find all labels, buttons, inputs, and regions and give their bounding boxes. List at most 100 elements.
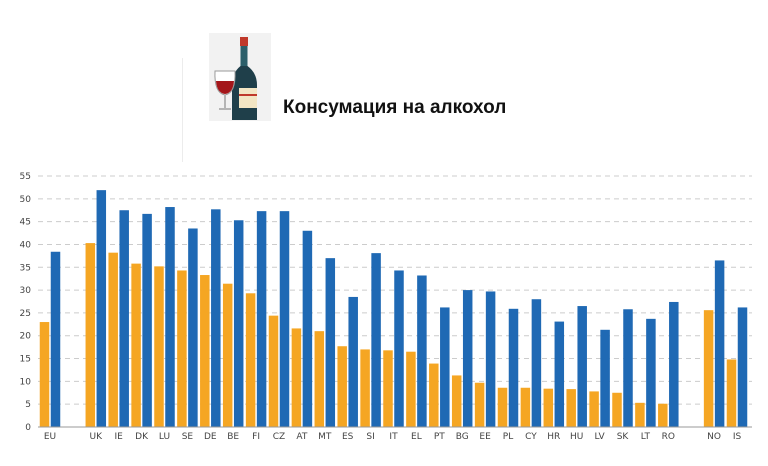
x-tick-label: EU bbox=[44, 432, 56, 442]
wine-bottle-and-glass-icon-graphic bbox=[209, 33, 271, 121]
bar-pl-series2 bbox=[508, 308, 519, 427]
bar-it-series2 bbox=[394, 270, 404, 427]
bar-ie-series2 bbox=[119, 210, 129, 427]
x-tick-label: PL bbox=[503, 432, 513, 442]
x-tick-label: IS bbox=[733, 432, 742, 442]
x-tick-label: UK bbox=[90, 432, 104, 442]
bar-pl-series1 bbox=[497, 387, 508, 427]
y-tick-label: 50 bbox=[20, 195, 32, 205]
glass-wine bbox=[216, 81, 234, 94]
bar-cy-series2 bbox=[531, 299, 542, 427]
bar-se-series1 bbox=[177, 270, 187, 427]
bar-de-series2 bbox=[211, 209, 221, 427]
bar-se-series2 bbox=[188, 228, 198, 427]
bar-ie-series1 bbox=[108, 252, 118, 427]
bar-dk-series1 bbox=[131, 263, 141, 427]
bars bbox=[39, 190, 748, 427]
y-tick-label: 45 bbox=[20, 218, 31, 228]
x-tick-label: EL bbox=[411, 432, 422, 442]
x-tick-label: CZ bbox=[273, 432, 285, 442]
x-tick-label: SE bbox=[182, 432, 194, 442]
y-tick-label: 55 bbox=[20, 172, 31, 182]
bar-es-series1 bbox=[337, 346, 347, 427]
bar-at-series1 bbox=[291, 328, 302, 427]
x-tick-label: LU bbox=[159, 432, 170, 442]
bar-si-series1 bbox=[360, 349, 370, 427]
y-axis-tick-labels: 0 5 10 15 20 25 30 35 40 45 50 55 bbox=[20, 172, 32, 433]
bar-hr-series1 bbox=[543, 388, 554, 427]
x-tick-label: SK bbox=[617, 432, 630, 442]
bar-eu-series1 bbox=[39, 322, 50, 427]
bar-lt-series2 bbox=[646, 318, 656, 427]
bar-lv-series1 bbox=[589, 391, 599, 427]
x-tick-label: AT bbox=[296, 432, 307, 442]
x-axis-tick-labels: EU UK IE DK LU SE DE BE FI CZ AT MT ES SI IT EL PT BG EE PL… bbox=[44, 432, 742, 442]
bar-dk-series2 bbox=[142, 213, 152, 427]
y-tick-label: 15 bbox=[20, 355, 31, 365]
bar-sk-series2 bbox=[623, 309, 633, 427]
bar-it-series1 bbox=[383, 350, 393, 427]
bar-be-series1 bbox=[222, 283, 233, 427]
bar-ee-series1 bbox=[474, 382, 485, 427]
x-tick-label: PT bbox=[434, 432, 445, 442]
x-tick-label: HU bbox=[570, 432, 583, 442]
bar-cz-series2 bbox=[279, 211, 290, 427]
bar-at-series2 bbox=[302, 230, 313, 427]
x-tick-label: DK bbox=[135, 432, 149, 442]
bottle-label bbox=[239, 88, 257, 108]
bottle-neck bbox=[240, 46, 248, 66]
bar-fi-series2 bbox=[256, 211, 267, 427]
bar-es-series2 bbox=[348, 296, 358, 427]
bar-bg-series1 bbox=[451, 375, 462, 427]
bar-bg-series2 bbox=[462, 290, 473, 427]
bar-mt-series1 bbox=[314, 331, 325, 427]
chart-title: Консумация на алкохол bbox=[283, 97, 507, 118]
bar-lt-series1 bbox=[635, 402, 645, 427]
bar-ro-series2 bbox=[669, 301, 679, 427]
x-tick-label: HR bbox=[547, 432, 560, 442]
bar-lu-series2 bbox=[165, 207, 175, 427]
y-tick-label: 25 bbox=[20, 309, 31, 319]
bar-lu-series1 bbox=[154, 266, 164, 427]
bar-sk-series1 bbox=[612, 392, 622, 427]
y-tick-label: 20 bbox=[20, 332, 32, 342]
bar-hr-series2 bbox=[554, 321, 565, 427]
glass-base bbox=[219, 108, 231, 110]
bar-el-series2 bbox=[417, 275, 427, 427]
x-tick-label: DE bbox=[204, 432, 217, 442]
bar-is-series1 bbox=[726, 359, 737, 427]
bar-no-series1 bbox=[703, 310, 714, 427]
bar-be-series2 bbox=[233, 220, 244, 427]
bar-hu-series2 bbox=[577, 306, 587, 427]
y-tick-label: 5 bbox=[25, 400, 31, 410]
bar-pt-series1 bbox=[429, 363, 439, 427]
bar-uk-series1 bbox=[85, 243, 96, 427]
bar-uk-series2 bbox=[96, 190, 107, 427]
bar-fi-series1 bbox=[245, 293, 256, 427]
y-tick-label: 0 bbox=[25, 423, 31, 433]
bar-eu-series2 bbox=[50, 251, 61, 427]
bar-el-series1 bbox=[406, 351, 416, 427]
bar-lv-series2 bbox=[600, 329, 610, 427]
x-tick-label: ES bbox=[342, 432, 354, 442]
x-tick-label: MT bbox=[318, 432, 332, 442]
bar-de-series1 bbox=[200, 275, 210, 427]
bar-cz-series1 bbox=[268, 315, 279, 427]
x-tick-label: CY bbox=[525, 432, 537, 442]
bar-no-series2 bbox=[714, 260, 725, 427]
y-tick-label: 35 bbox=[20, 263, 31, 273]
bar-ro-series1 bbox=[658, 403, 668, 427]
x-tick-label: LV bbox=[595, 432, 606, 442]
x-tick-label: IT bbox=[389, 432, 398, 442]
bar-ee-series2 bbox=[485, 291, 496, 427]
bottle-cap bbox=[240, 37, 248, 46]
y-tick-label: 40 bbox=[20, 240, 32, 250]
x-tick-label: IE bbox=[115, 432, 124, 442]
bar-cy-series1 bbox=[520, 387, 531, 427]
x-tick-label: BG bbox=[456, 432, 469, 442]
x-tick-label: BE bbox=[227, 432, 239, 442]
x-tick-label: RO bbox=[662, 432, 675, 442]
x-tick-label: EE bbox=[479, 432, 491, 442]
bar-pt-series2 bbox=[440, 307, 450, 427]
